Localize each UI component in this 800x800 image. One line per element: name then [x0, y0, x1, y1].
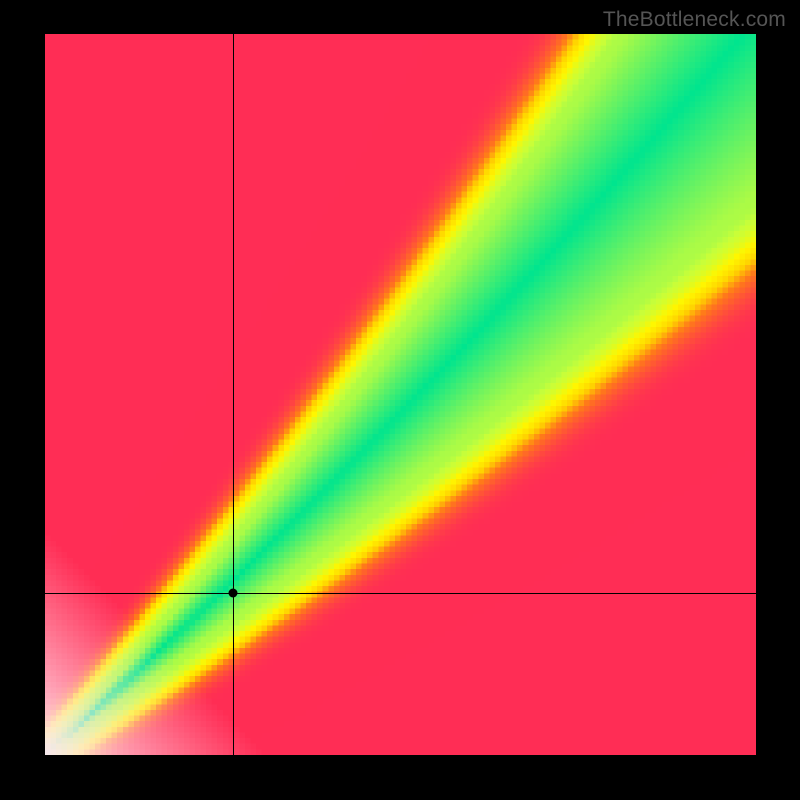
crosshair-vertical	[233, 34, 234, 755]
marker-dot	[229, 588, 238, 597]
watermark-text: TheBottleneck.com	[603, 8, 786, 32]
crosshair-horizontal	[45, 593, 756, 594]
heatmap-plot	[45, 34, 756, 755]
heatmap-canvas	[45, 34, 756, 755]
